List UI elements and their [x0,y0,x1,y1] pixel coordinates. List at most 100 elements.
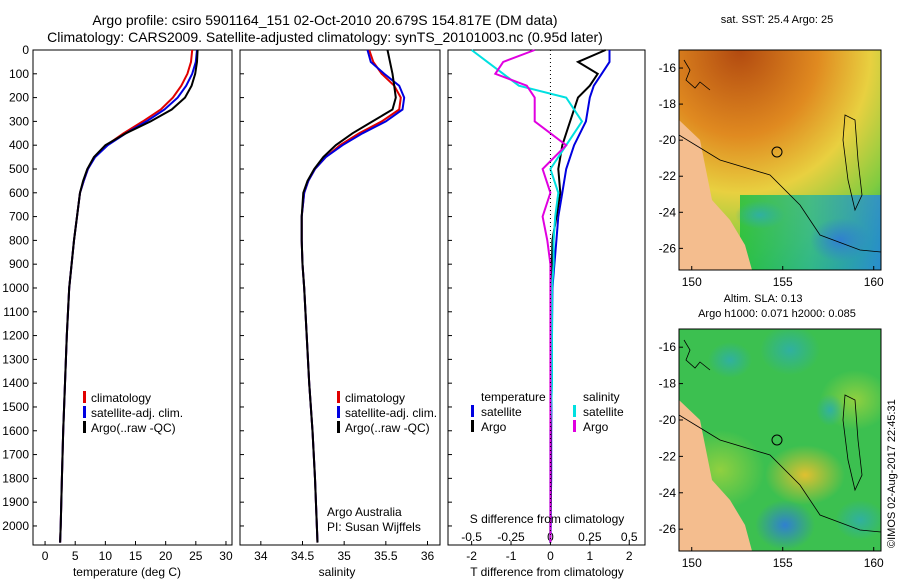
sla-map [679,329,881,551]
s-tick-label: -0.5 [461,530,482,544]
series-salinity-argo [493,49,568,543]
legend-swatch-sal-satellite [573,405,576,417]
legend-swatch-argo [337,421,340,433]
s-tick-label: -0.25 [497,530,525,544]
x-tick-label: 10 [99,549,113,563]
s-tick-label: 0.25 [578,530,602,544]
y-tick-label: 1400 [2,376,29,390]
s-tick-label: 0.5 [621,530,638,544]
x-axes: 0 5 10 15 20 25 30 34 34.5 35 35.5 36 -2 -1 0 1 2 -0.5 -0.… [42,530,638,563]
salinity-legend: climatology satellite-adj. clim. Argo(..… [337,391,437,435]
sla-map-frame [678,328,882,552]
y-tick-label: 2000 [2,519,29,533]
map-y-tick-label: -20 [659,413,677,427]
difference-top-label: S difference from climatology [470,512,625,526]
coastline-detail [683,339,711,371]
legend-climatology: climatology [91,391,151,405]
y-tick-label: 1000 [2,281,29,295]
legend-swatch-argo [83,421,86,433]
series-argo-raw-qc- [300,49,397,543]
x-tick-label: 30 [219,549,233,563]
reef-contour [842,394,863,492]
y-tick-label: 700 [9,210,29,224]
map-y-tick-label: -26 [659,522,677,536]
series-temperature-argo [549,49,606,543]
map-y-tick-label: -18 [659,97,677,111]
salinity-xlabel: salinity [319,565,356,579]
x-tick-label: 34.5 [291,549,315,563]
y-tick-label: 100 [9,67,29,81]
y-tick-label: 400 [9,138,29,152]
argo-float-marker [771,146,783,158]
y-tick-label: 1300 [2,352,29,366]
x-tick-label: 15 [129,549,143,563]
map-x-tick-label: 160 [864,556,884,570]
sla-map-title-line1: Altim. SLA: 0.13 [724,293,803,305]
x-tick-label: 36 [421,549,435,563]
series-climatology [59,49,194,543]
legend-argo: Argo(..raw -QC) [345,421,430,435]
map-y-tick-label: -24 [659,486,677,500]
x-tick-label: 20 [159,549,173,563]
bathymetry-contour [679,134,881,253]
legend-argo: Argo(..raw -QC) [91,421,176,435]
map-y-tick-label: -18 [659,377,677,391]
coastline-detail [683,59,711,91]
salinity-panel-frame [239,49,441,546]
map-y-tick-label: -16 [659,340,677,354]
x-tick-label: 35 [337,549,351,563]
map-x-tick-label: 150 [682,556,702,570]
x-tick-label: 35.5 [374,549,398,563]
temperature-legend: climatology satellite-adj. clim. Argo(..… [83,391,183,435]
y-tick-label: 600 [9,186,29,200]
annotation-pi: PI: Susan Wijffels [327,520,421,534]
sst-map-axes: 150 155 160 -16 -18 -20 -22 -24 -26 [659,61,884,289]
map-x-tick-label: 160 [864,275,884,289]
y-tick-label: 1100 [3,305,29,319]
x-tick-label: -2 [466,549,477,563]
legend-salinity-title: salinity [583,390,620,404]
x-tick-label: 1 [586,549,593,563]
y-tick-label: 900 [9,257,29,271]
x-tick-label: -1 [506,549,517,563]
figure-title-line1: Argo profile: csiro 5901164_151 02-Oct-2… [92,12,558,28]
y-tick-label: 200 [9,91,29,105]
map-y-tick-label: -22 [659,169,677,183]
bathymetry-contour [679,414,881,533]
legend-swatch-satellite [337,406,340,418]
legend-sal-argo: Argo [583,420,609,434]
y-tick-label: 1800 [2,471,29,485]
reef-contour [842,114,863,212]
x-tick-label: 25 [189,549,203,563]
map-x-tick-label: 150 [682,275,702,289]
map-y-tick-label: -24 [659,205,677,219]
y-tick-label: 1900 [2,495,29,509]
x-tick-label: 0 [547,549,554,563]
x-tick-label: 5 [72,549,79,563]
map-y-tick-label: -20 [659,133,677,147]
x-tick-label: 0 [42,549,49,563]
map-x-tick-label: 155 [773,556,793,570]
y-tick-label: 500 [9,162,29,176]
legend-satellite: satellite-adj. clim. [91,406,183,420]
legend-swatch-climatology [337,391,340,403]
sst-map [679,50,881,270]
imos-timestamp: ©IMOS 02-Aug-2017 22:45:31 [886,399,898,548]
legend-swatch-temp-satellite [471,405,474,417]
annotation-argo-australia: Argo Australia [327,505,402,519]
legend-swatch-sal-argo [573,420,576,432]
difference-panel-frame [447,49,646,546]
legend-swatch-climatology [83,391,86,403]
y-tick-label: 0 [22,43,29,57]
difference-legend: temperature satellite Argo salinity sate… [471,390,624,434]
legend-swatch-temp-argo [471,420,474,432]
y-tick-label: 800 [9,233,29,247]
temperature-panel-frame [32,49,233,546]
sla-map-axes: 150 155 160 -16 -18 -20 -22 -24 -26 [659,340,884,570]
map-y-tick-label: -26 [659,241,677,255]
land-australia [679,400,752,551]
series-satellite-adj-clim- [59,49,198,543]
legend-climatology: climatology [345,391,405,405]
profile-lines [59,49,611,543]
